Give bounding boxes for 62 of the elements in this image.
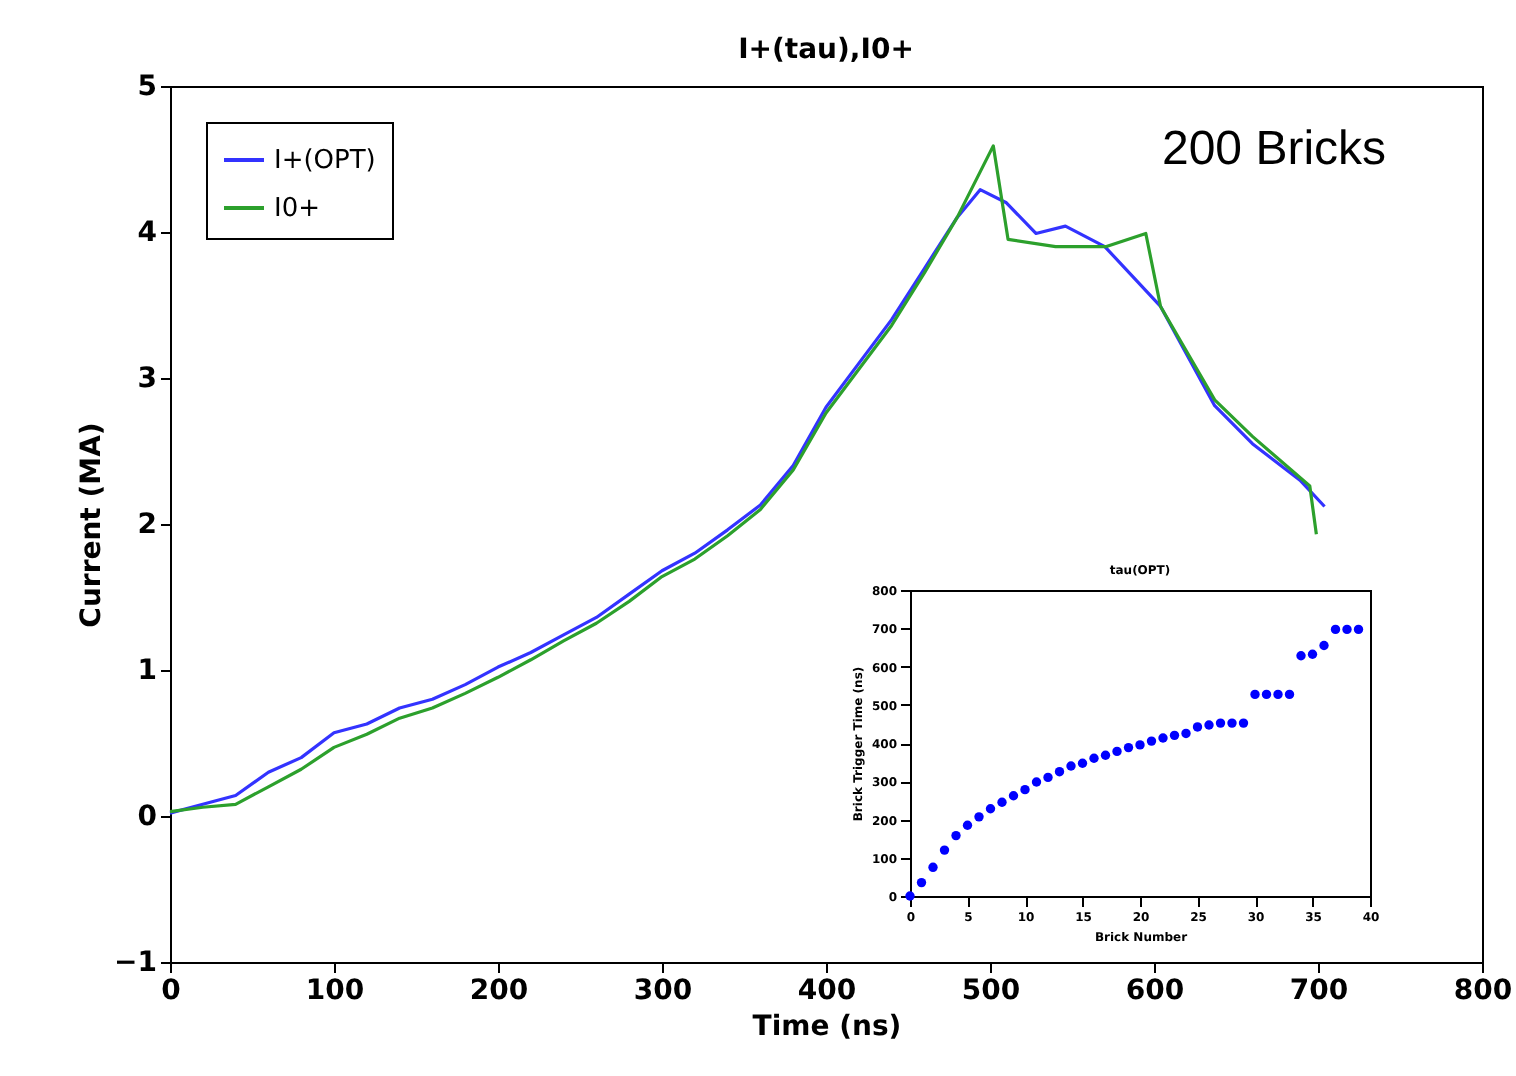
annotation: 200 Bricks (1161, 122, 1387, 176)
y-tick-label: 3 (137, 363, 157, 395)
point (1123, 742, 1134, 753)
point (939, 845, 950, 855)
x-tick-label: 200 (469, 975, 529, 1007)
x-tick-label: 500 (961, 975, 1021, 1007)
legend-label: I+(OPT) (274, 146, 376, 176)
point (1330, 624, 1341, 635)
point (1112, 746, 1122, 757)
point (951, 830, 961, 841)
chart-title: I+(tau),I0+ (738, 34, 914, 66)
point (1319, 640, 1329, 651)
x-tick-label: 400 (797, 975, 857, 1007)
point (1215, 718, 1226, 728)
y-tick-label: 4 (137, 217, 158, 249)
point (1169, 730, 1180, 741)
point (1250, 689, 1260, 700)
point (1054, 767, 1065, 777)
point (1204, 720, 1214, 730)
point (1192, 722, 1203, 732)
point (974, 812, 984, 822)
point (1089, 753, 1099, 763)
point (1146, 736, 1157, 746)
point (1100, 750, 1111, 760)
x-tick-label: 100 (305, 975, 365, 1007)
point (1031, 777, 1042, 787)
point (1307, 649, 1318, 659)
point (905, 891, 915, 901)
point (1077, 758, 1088, 768)
point (1043, 772, 1053, 783)
point (1181, 728, 1191, 739)
y-tick-label: 5 (137, 71, 157, 103)
point (985, 804, 996, 814)
point (1238, 718, 1249, 728)
point (1261, 689, 1272, 700)
y-tick-label: −1 (114, 947, 157, 979)
point (1296, 651, 1306, 661)
point (1284, 689, 1295, 700)
point (1342, 624, 1352, 635)
point (1273, 689, 1283, 700)
y-tick-label: 0 (137, 801, 158, 833)
point (1353, 624, 1364, 635)
point (997, 797, 1007, 807)
point (1020, 784, 1030, 795)
point (1066, 761, 1076, 771)
y-axis-title: Current (MA) (76, 422, 109, 628)
x-tick-label: 700 (1289, 975, 1349, 1007)
y-tick-label: 2 (137, 509, 157, 541)
point (1135, 740, 1145, 750)
point (1227, 718, 1237, 728)
x-tick-label: 0 (161, 975, 182, 1007)
x-tick-label: 300 (633, 975, 693, 1007)
x-axis-title: Time (ns) (752, 1011, 902, 1043)
y-tick-label: 1 (137, 655, 157, 687)
x-tick-label: 800 (1453, 975, 1513, 1007)
point (1158, 733, 1168, 743)
point (962, 820, 973, 830)
point (928, 862, 938, 872)
legend-label: I0+ (274, 194, 320, 224)
point (916, 877, 927, 888)
point (1008, 791, 1019, 801)
x-tick-label: 600 (1125, 975, 1185, 1007)
